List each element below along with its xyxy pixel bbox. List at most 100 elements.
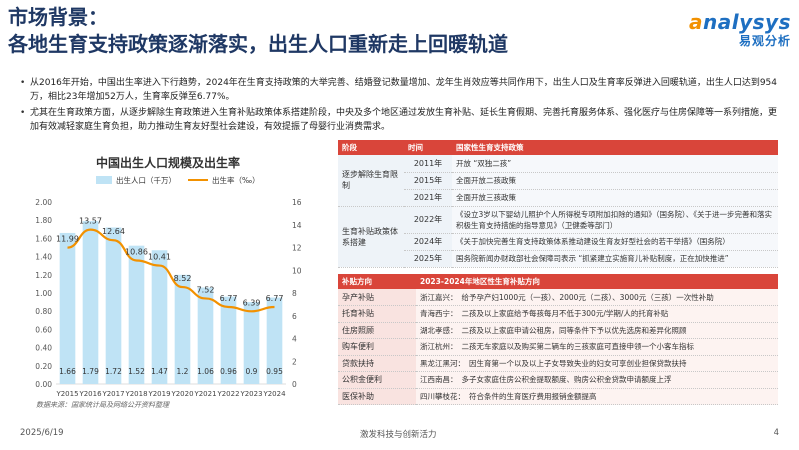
bar: [151, 250, 168, 384]
subsidy-detail: 二孩及以上家庭申请公租房，同等条件下予以优先选房和差异化照顾: [461, 325, 687, 335]
subsidy-detail-cell: 四川攀枝花： 符合条件的生育医疗费用报销金额提高: [416, 388, 778, 405]
time-cell: 2025年: [404, 250, 452, 268]
time-cell: 2015年: [404, 172, 452, 190]
logo-cn-text: 易观分析: [738, 34, 791, 48]
bar: [266, 297, 283, 384]
y-left-tick-label: 1.20: [35, 271, 52, 280]
table-row: 贷款扶持 黑龙江黑河： 因生育第一个以及以上子女导致失业的妇女可享创业担保贷款扶持: [338, 355, 778, 372]
y-left-tick-label: 0.20: [35, 362, 52, 371]
header-direction: 补贴方向: [338, 274, 416, 289]
legend-bar-swatch: [96, 176, 112, 184]
bar: [59, 232, 76, 384]
time-cell: 2024年: [404, 233, 452, 251]
time-cell: 2021年: [404, 189, 452, 207]
title-line-1: 市场背景：: [8, 5, 108, 29]
x-tick-label: Y2019: [147, 390, 170, 398]
line-value-label: 6.77: [220, 294, 238, 303]
subsidy-table-header: 补贴方向 2023-2024年地区性生育补贴方向: [338, 274, 778, 289]
y-left-tick-label: 1.80: [35, 216, 52, 225]
y-right-tick-label: 4: [292, 335, 297, 344]
y-right-tick-label: 0: [292, 380, 297, 389]
bar: [105, 227, 122, 384]
y-right-tick-label: 2: [292, 357, 297, 366]
line-value-label: 8.52: [174, 274, 192, 283]
bar-value-label: 1.66: [59, 367, 76, 376]
x-tick-label: Y2022: [216, 390, 239, 398]
header-stage: 阶段: [338, 140, 404, 155]
chart-title: 中国出生人口规模及出生率: [95, 156, 240, 170]
x-tick-label: Y2017: [101, 390, 124, 398]
subsidy-detail-cell: 浙江嘉兴： 给予孕产妇1000元（一孩）、2000元（二孩）、3000元（三孩）一…: [416, 289, 778, 306]
table-row: 托育补贴 青海西宁： 二孩及以上家庭给予每孩每月不低于300元/学期/人的托育补贴: [338, 305, 778, 323]
bar: [82, 221, 99, 384]
policy-cell: 《设立3岁以下婴幼儿照护个人所得税专项附加扣除的通知》（国务院）、《关于进一步完…: [452, 206, 778, 234]
y-right-tick-label: 8: [292, 289, 297, 298]
x-tick-label: Y2015: [55, 390, 78, 398]
table-row: 2021年 全面开放三孩政策: [338, 189, 778, 207]
subsidy-detail: 因生育第一个以及以上子女导致失业的妇女可享创业担保贷款扶持: [469, 358, 687, 368]
bar-value-label: 1.79: [82, 367, 99, 376]
bar-value-label: 0.96: [220, 367, 237, 376]
table-row: 公积金便利 江西南昌： 多子女家庭住房公积金提取额度、购房公积金贷款申请额度上浮: [338, 371, 778, 389]
stage-cell: 逐步解除生育限制: [338, 155, 404, 207]
bar-value-label: 1.2: [177, 367, 189, 376]
direction-cell: 住房照顾: [338, 322, 416, 339]
data-source: 数据来源：国家统计局及网络公开资料整理: [36, 401, 169, 409]
policy-cell: 全面开放三孩政策: [452, 189, 778, 207]
bullet-item: 尤其在生育政策方面，从逐步解除生育政策进入生育补贴政策体系搭建阶段，中央及多个地…: [20, 106, 780, 134]
y-left-tick-label: 0.40: [35, 344, 52, 353]
subsidy-detail: 二孩及以上家庭给予每孩每月不低于300元/学期/人的托育补贴: [461, 309, 669, 319]
bar-value-label: 1.72: [105, 367, 122, 376]
y-right-tick-label: 14: [292, 221, 302, 230]
city-label: 江西南昌：: [420, 375, 458, 385]
table-row: 2015年 全面开放二孩政策: [338, 172, 778, 190]
y-right-tick-label: 16: [292, 198, 302, 207]
y-left-tick-label: 0.00: [35, 380, 52, 389]
page-number: 4: [773, 428, 779, 438]
header-policy: 国家性生育支持政策: [452, 140, 778, 155]
y-left-tick-label: 1.00: [35, 289, 52, 298]
bar: [128, 245, 145, 384]
x-tick-label: Y2016: [78, 390, 102, 398]
line-value-label: 10.41: [148, 253, 171, 262]
table-row: 逐步解除生育限制 2011年 开放 “双独二孩”: [338, 155, 778, 207]
subsidy-detail: 符合条件的生育医疗费用报销金额提高: [469, 391, 597, 401]
direction-cell: 公积金便利: [338, 371, 416, 389]
subsidy-detail: 给予孕产妇1000元（一孩）、2000元（二孩）、3000元（三孩）一次性补助: [461, 292, 714, 302]
policy-table-header: 阶段 时间 国家性生育支持政策: [338, 140, 778, 155]
header-time: 时间: [404, 140, 452, 155]
stage-cell: 生育补贴政策体系搭建: [338, 206, 404, 268]
city-label: 四川攀枝花：: [420, 391, 465, 401]
line-value-label: 11.99: [56, 235, 79, 244]
x-tick-label: Y2024: [262, 390, 286, 398]
time-cell: 2011年: [404, 155, 452, 173]
subsidy-detail-cell: 浙江杭州： 二孩无车家庭以及购买第二辆车的三孩家庭可直接申领一个小客车指标: [416, 338, 778, 356]
policy-cell: 全面开放二孩政策: [452, 172, 778, 190]
time-cell: 2022年: [404, 206, 452, 234]
logo-wordmark: analysys: [689, 10, 791, 34]
rate-line: [67, 228, 275, 313]
subsidy-detail-cell: 江西南昌： 多子女家庭住房公积金提取额度、购房公积金贷款申请额度上浮: [416, 371, 778, 389]
bar: [197, 287, 214, 384]
table-row: 孕产补贴 浙江嘉兴： 给予孕产妇1000元（一孩）、2000元（二孩）、3000元（…: [338, 289, 778, 306]
direction-cell: 孕产补贴: [338, 289, 416, 306]
table-row: 购车便利 浙江杭州： 二孩无车家庭以及购买第二辆车的三孩家庭可直接申领一个小客车指标: [338, 338, 778, 356]
table-row: 2025年 国务院新闻办财政部社会保障司表示 “抓紧建立实施育儿补贴制度，正在加…: [338, 250, 778, 268]
table-row: 2024年 《关于加快完善生育支持政策体系推动建设生育友好型社会的若干举措》（国…: [338, 233, 778, 251]
chart-svg: 0.000.200.400.600.801.001.201.401.601.80…: [35, 175, 302, 398]
x-tick-label: Y2020: [170, 390, 193, 398]
city-label: 湖北孝感：: [420, 325, 458, 335]
direction-cell: 购车便利: [338, 338, 416, 356]
y-left-tick-label: 2.00: [35, 198, 52, 207]
title-line-2: 各地生育支持政策逐渐落实，出生人口重新走上回暖轨道: [8, 32, 508, 56]
x-tick-label: Y2021: [193, 390, 216, 398]
bar-value-label: 0.95: [266, 367, 283, 376]
city-label: 黑龙江黑河：: [420, 358, 465, 368]
policy-cell: 《关于加快完善生育支持政策体系推动建设生育友好型社会的若干举措》（国务院）: [452, 233, 778, 251]
bar-value-label: 1.06: [197, 367, 214, 376]
city-label: 青海西宁：: [420, 309, 458, 319]
subsidy-table: 补贴方向 2023-2024年地区性生育补贴方向 孕产补贴 浙江嘉兴： 给予孕产妇1…: [338, 274, 778, 405]
footer-slogan: 激发科技与创新活力: [360, 430, 437, 440]
y-right-tick-label: 6: [292, 312, 297, 321]
policy-cell: 国务院新闻办财政部社会保障司表示 “抓紧建立实施育儿补贴制度，正在加快推进”: [452, 250, 778, 268]
